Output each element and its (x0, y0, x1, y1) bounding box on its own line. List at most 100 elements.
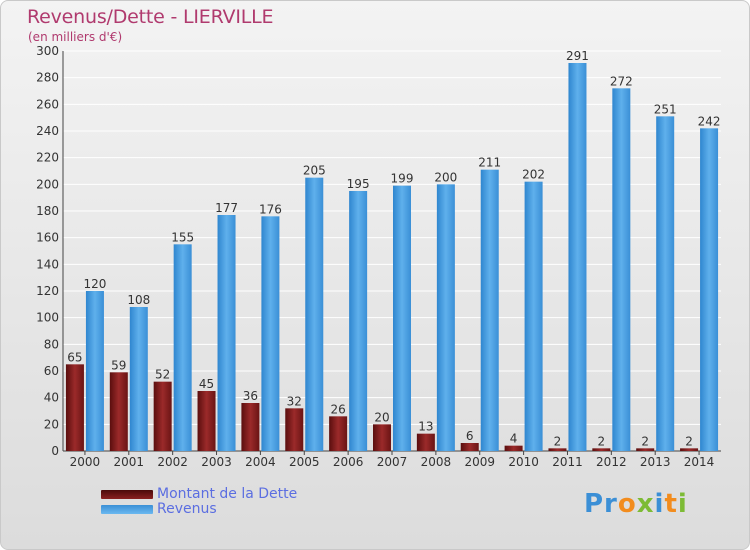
bar-dette (153, 381, 172, 451)
x-tick-label: 2002 (157, 455, 188, 469)
x-tick-label: 2007 (377, 455, 408, 469)
data-label-dette: 4 (510, 432, 518, 446)
chart-title: Revenus/Dette - LIERVILLE (27, 6, 274, 28)
legend-label-dette: Montant de la Dette (157, 486, 298, 502)
x-tick-label: 2003 (201, 455, 232, 469)
data-label-revenus: 120 (83, 277, 106, 291)
data-label-revenus: 272 (610, 74, 633, 88)
data-label-dette: 20 (374, 410, 389, 424)
y-tick-label: 220 (36, 151, 59, 165)
bar-dette (109, 372, 128, 451)
y-tick-label: 100 (36, 311, 59, 325)
bar-dette (592, 448, 611, 451)
bar-revenus (305, 177, 324, 451)
bar-dette (416, 433, 435, 451)
x-tick-label: 2001 (114, 455, 145, 469)
bar-dette (548, 448, 567, 451)
bar-dette (460, 443, 479, 451)
data-label-revenus: 108 (127, 293, 150, 307)
x-tick-label: 2004 (245, 455, 276, 469)
x-tick-label: 2000 (70, 455, 101, 469)
y-tick-label: 160 (36, 231, 59, 245)
x-tick-label: 2010 (508, 455, 539, 469)
bar-revenus (700, 128, 719, 451)
bar-revenus (436, 184, 455, 452)
data-label-revenus: 199 (391, 172, 414, 186)
bar-revenus (656, 116, 675, 451)
data-label-revenus: 176 (259, 202, 282, 216)
x-tick-label: 2014 (684, 455, 715, 469)
data-label-dette: 2 (685, 434, 693, 448)
proxiti-logo: Proxiti (584, 489, 688, 519)
data-label-dette: 36 (243, 389, 258, 403)
y-tick-label: 140 (36, 257, 59, 271)
y-tick-label: 80 (44, 337, 59, 351)
data-label-revenus: 155 (171, 230, 194, 244)
data-label-revenus: 211 (478, 156, 501, 170)
data-label-dette: 6 (466, 429, 474, 443)
data-label-revenus: 195 (347, 177, 370, 191)
bar-dette (636, 448, 655, 451)
data-label-dette: 59 (111, 358, 126, 372)
bar-dette (504, 445, 523, 451)
bar-revenus (393, 185, 411, 451)
bar-dette (241, 403, 260, 451)
x-tick-label: 2005 (289, 455, 320, 469)
grid-lines (63, 50, 721, 452)
x-tick-label: 2009 (464, 455, 495, 469)
data-label-dette: 32 (287, 394, 302, 408)
bar-revenus (612, 88, 631, 451)
chart-subtitle: (en milliers d'€) (28, 30, 123, 44)
y-tick-label: 260 (36, 97, 59, 111)
data-label-revenus: 205 (303, 164, 326, 178)
y-tick-label: 60 (44, 364, 59, 378)
data-label-dette: 2 (598, 434, 606, 448)
bar-dette (197, 391, 216, 451)
data-label-revenus: 177 (215, 201, 238, 215)
data-labels: 6512059108521554517736176322052619520199… (67, 49, 720, 448)
data-label-dette: 65 (67, 350, 82, 364)
y-tick-label: 300 (36, 44, 59, 58)
y-tick-label: 240 (36, 124, 59, 138)
y-tick-label: 20 (44, 417, 59, 431)
data-label-revenus: 291 (566, 49, 589, 63)
data-label-revenus: 251 (654, 102, 677, 116)
bar-dette (285, 408, 304, 451)
bar-dette (65, 364, 84, 451)
bar-revenus (217, 215, 236, 451)
legend-swatch-dette (101, 490, 153, 499)
y-tick-label: 120 (36, 284, 59, 298)
bar-dette (680, 448, 699, 451)
bar-revenus (173, 244, 192, 451)
data-label-dette: 52 (155, 368, 170, 382)
data-label-dette: 2 (641, 434, 649, 448)
bar-revenus (261, 216, 280, 451)
bar-dette (329, 416, 348, 451)
x-tick-label: 2006 (333, 455, 364, 469)
bar-dette (373, 424, 391, 451)
data-label-dette: 45 (199, 377, 214, 391)
data-label-revenus: 202 (522, 168, 545, 182)
bar-revenus (480, 169, 499, 451)
data-label-dette: 13 (418, 420, 433, 434)
legend-label-revenus: Revenus (157, 501, 217, 517)
x-tick-label: 2012 (596, 455, 627, 469)
legend-swatch-revenus (101, 505, 153, 514)
x-tick-label: 2013 (640, 455, 671, 469)
x-tick-label: 2011 (552, 455, 583, 469)
data-label-dette: 2 (554, 434, 562, 448)
y-tick-label: 200 (36, 177, 59, 191)
data-label-dette: 26 (330, 402, 345, 416)
axes: 0204060801001201401601802002202402602803… (36, 44, 721, 469)
y-tick-label: 280 (36, 71, 59, 85)
data-label-revenus: 242 (698, 114, 721, 128)
bar-revenus (349, 191, 368, 451)
bars (65, 63, 719, 452)
bar-revenus (524, 181, 543, 451)
y-tick-label: 40 (44, 391, 59, 405)
y-tick-label: 0 (51, 444, 59, 458)
bar-revenus (129, 307, 148, 451)
bar-revenus (568, 63, 587, 451)
